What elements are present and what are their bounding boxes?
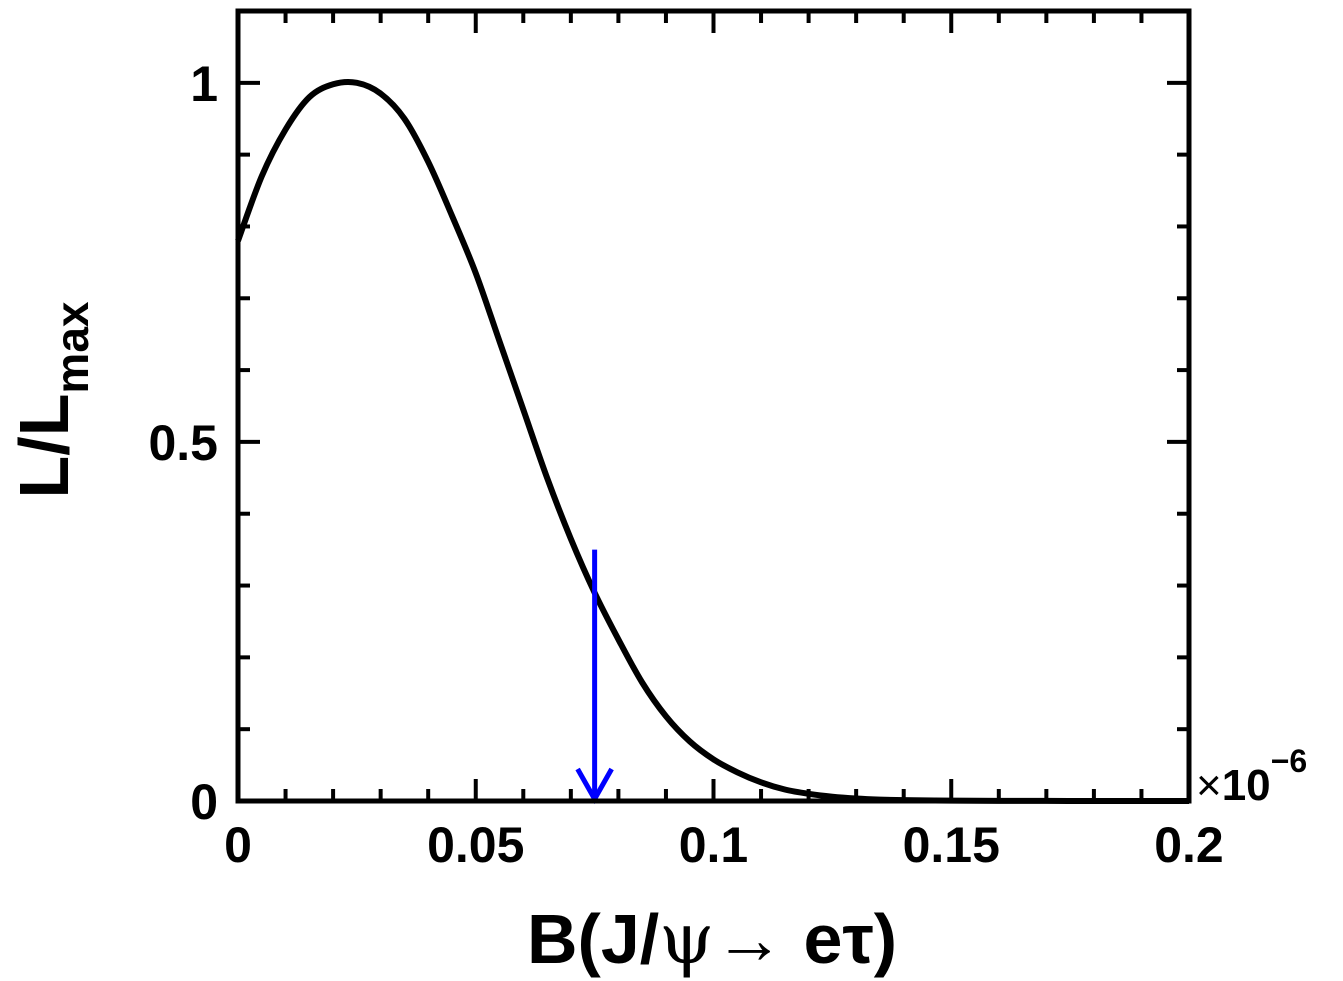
likelihood-curve-0	[235, 78, 1189, 805]
y-tick-label: 1	[190, 56, 218, 112]
x-axis-title: B(J/ψ→ eτ)	[527, 898, 897, 980]
x-tick-label: 0.1	[679, 817, 749, 873]
x-tick-label: 0	[224, 817, 252, 873]
x-axis-title-psi: ψ	[659, 898, 714, 980]
x-tick-label: 0.05	[427, 817, 524, 873]
x-multiplier-exponent: −6	[1271, 743, 1307, 779]
x-multiplier: ×10−6	[1196, 743, 1307, 810]
y-tick-label: 0	[190, 774, 218, 830]
plot-frame	[235, 8, 1192, 804]
x-axis-title-arrow: →	[714, 900, 784, 978]
x-multiplier-base: 10	[1222, 761, 1271, 810]
x-tick-label: 0.2	[1154, 817, 1224, 873]
y-axis-title: L/Lmax	[5, 301, 98, 498]
y-axis-title-main: L/L	[5, 394, 83, 499]
y-tick-label: 0.5	[148, 415, 218, 471]
x-multiplier-times: ×	[1196, 761, 1222, 810]
y-axis-title-sub: max	[46, 301, 98, 393]
x-axis-title-prefix: B(J/	[527, 900, 659, 978]
x-axis-title-suffix: eτ)	[784, 900, 897, 978]
x-tick-label: 0.15	[903, 817, 1000, 873]
